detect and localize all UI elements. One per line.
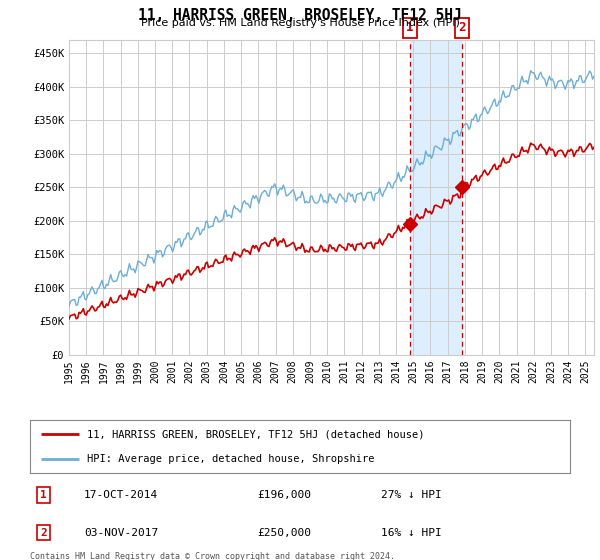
Text: HPI: Average price, detached house, Shropshire: HPI: Average price, detached house, Shro… xyxy=(86,454,374,464)
Text: 17-OCT-2014: 17-OCT-2014 xyxy=(84,490,158,500)
Text: 2: 2 xyxy=(40,528,47,538)
Text: 27% ↓ HPI: 27% ↓ HPI xyxy=(381,490,442,500)
Text: 2: 2 xyxy=(458,21,466,35)
Text: 03-NOV-2017: 03-NOV-2017 xyxy=(84,528,158,538)
Text: 11, HARRISS GREEN, BROSELEY, TF12 5HJ: 11, HARRISS GREEN, BROSELEY, TF12 5HJ xyxy=(138,8,462,24)
Text: 16% ↓ HPI: 16% ↓ HPI xyxy=(381,528,442,538)
Text: Price paid vs. HM Land Registry's House Price Index (HPI): Price paid vs. HM Land Registry's House … xyxy=(140,18,460,29)
Bar xyxy=(410,40,462,355)
Text: 11, HARRISS GREEN, BROSELEY, TF12 5HJ (detached house): 11, HARRISS GREEN, BROSELEY, TF12 5HJ (d… xyxy=(86,430,424,440)
Text: £250,000: £250,000 xyxy=(257,528,311,538)
Text: 1: 1 xyxy=(40,490,47,500)
Text: Contains HM Land Registry data © Crown copyright and database right 2024.
This d: Contains HM Land Registry data © Crown c… xyxy=(30,552,395,560)
Text: £196,000: £196,000 xyxy=(257,490,311,500)
Text: 1: 1 xyxy=(406,21,413,35)
